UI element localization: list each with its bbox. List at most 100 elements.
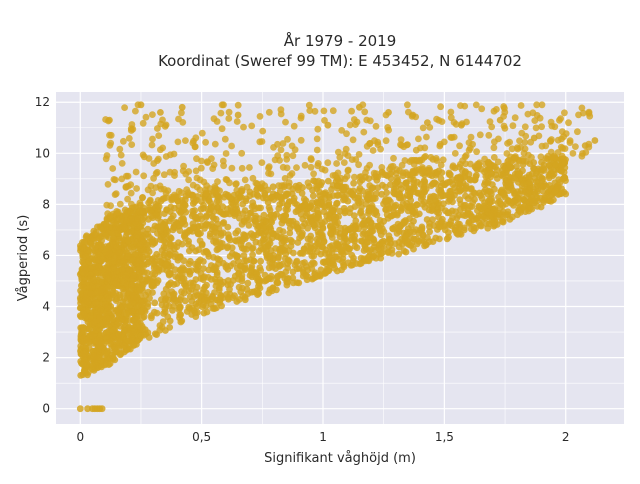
data-point — [418, 167, 425, 175]
data-point — [332, 171, 339, 179]
y-tick-label: 2 — [42, 351, 50, 365]
data-point — [195, 263, 202, 271]
data-point — [243, 183, 251, 191]
data-point — [448, 134, 456, 142]
data-point — [412, 166, 420, 174]
data-point — [301, 220, 309, 228]
data-point — [486, 188, 494, 196]
data-point — [122, 336, 130, 344]
data-point — [493, 106, 500, 113]
data-point — [152, 170, 160, 177]
data-point — [274, 152, 282, 160]
data-point — [479, 213, 487, 220]
data-point — [133, 232, 141, 239]
data-point — [449, 162, 457, 170]
data-point — [478, 205, 486, 213]
data-point — [457, 175, 465, 183]
data-point — [132, 322, 140, 330]
data-point — [578, 104, 586, 112]
data-point — [235, 283, 243, 291]
data-point — [546, 137, 554, 145]
data-point — [545, 161, 553, 169]
data-point — [198, 157, 205, 165]
data-point — [271, 261, 279, 269]
data-point — [473, 148, 480, 156]
data-point — [161, 249, 169, 257]
data-point — [279, 228, 287, 236]
data-point — [178, 317, 186, 325]
data-point — [280, 212, 288, 220]
data-point — [215, 286, 223, 294]
data-point — [467, 160, 474, 168]
data-point — [146, 203, 153, 211]
data-point — [188, 244, 196, 252]
data-points — [76, 101, 599, 413]
data-point — [293, 164, 300, 172]
data-point — [301, 259, 308, 266]
data-point — [286, 172, 294, 179]
data-point — [261, 243, 269, 251]
data-point — [267, 247, 275, 255]
data-point — [485, 131, 493, 139]
data-point — [314, 125, 322, 133]
data-point — [344, 238, 351, 245]
data-point — [333, 240, 341, 248]
data-point — [311, 107, 319, 115]
data-point — [238, 149, 246, 157]
data-point — [114, 230, 121, 237]
data-point — [191, 198, 199, 206]
data-point — [214, 220, 222, 228]
data-point — [368, 184, 376, 192]
data-point — [290, 194, 298, 202]
data-point — [221, 135, 229, 143]
data-point — [198, 198, 205, 205]
data-point — [157, 233, 165, 241]
data-point — [192, 167, 200, 175]
data-point — [92, 299, 100, 307]
data-point — [516, 137, 523, 145]
data-point — [525, 179, 533, 187]
data-point — [299, 272, 307, 280]
data-point — [136, 273, 144, 281]
data-point — [233, 187, 241, 194]
data-point — [171, 266, 179, 274]
data-point — [264, 198, 272, 206]
data-point — [185, 303, 193, 311]
data-point — [465, 170, 473, 178]
data-point — [373, 190, 380, 198]
data-point — [171, 191, 178, 199]
data-point — [137, 241, 144, 249]
data-point — [259, 236, 267, 244]
data-point — [115, 330, 122, 338]
data-point — [298, 203, 306, 210]
data-point — [331, 264, 339, 272]
data-point — [478, 105, 486, 113]
data-point — [118, 175, 126, 183]
data-point — [314, 228, 322, 236]
data-point — [379, 171, 387, 178]
data-point — [214, 193, 222, 201]
data-point — [284, 190, 292, 198]
data-point — [247, 209, 255, 217]
data-point — [290, 249, 297, 257]
data-point — [538, 142, 546, 150]
data-point — [348, 233, 356, 240]
data-point — [156, 326, 164, 334]
data-point — [277, 110, 285, 118]
data-point — [350, 254, 357, 262]
data-point — [566, 137, 574, 145]
x-tick-label: 0 — [76, 430, 84, 444]
data-point — [347, 205, 354, 213]
data-point — [114, 340, 122, 348]
data-point — [146, 294, 153, 302]
data-point — [575, 111, 582, 119]
data-point — [90, 276, 98, 284]
data-point — [343, 173, 351, 180]
data-point — [144, 186, 152, 194]
data-point — [313, 135, 321, 143]
data-point — [150, 160, 158, 167]
data-point — [133, 303, 141, 310]
data-point — [152, 211, 160, 219]
data-point — [209, 213, 216, 220]
data-point — [290, 122, 298, 130]
